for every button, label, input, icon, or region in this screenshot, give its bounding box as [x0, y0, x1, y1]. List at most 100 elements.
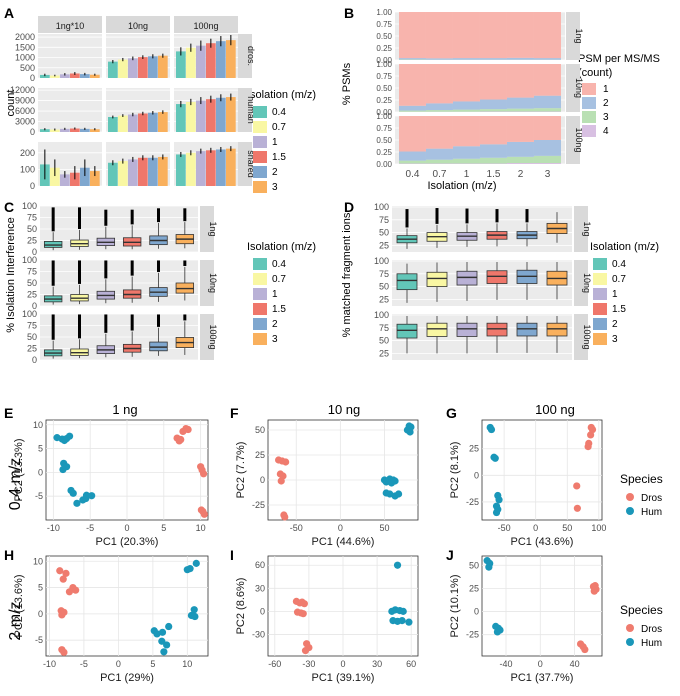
a-bar-1-2-3 — [206, 99, 216, 132]
panel-letter-f: F — [230, 405, 239, 421]
d-box-1-0 — [396, 273, 418, 291]
pca-h-point-dros-1 — [62, 569, 70, 577]
legend-b-swatch-2 — [582, 111, 596, 123]
b-seg-2-4-1 — [507, 141, 534, 157]
c-ytick-1-1: 25 — [27, 290, 37, 300]
pca-j-xtick-2: 40 — [570, 659, 580, 669]
a-bar-1-0-2 — [60, 128, 70, 132]
b-seg-1-2-1 — [453, 101, 480, 110]
legend-a-label-0: 0.4 — [272, 107, 286, 118]
legend-d-swatch-4 — [593, 318, 607, 330]
a-bar-1-2-4 — [216, 97, 226, 132]
pca-h-point-hum-7 — [153, 630, 161, 638]
b-seg-2-3-0 — [480, 116, 507, 145]
c-outliers-0-3 — [130, 209, 134, 225]
legend-d-swatch-0 — [593, 258, 607, 270]
legend-c-swatch-0 — [253, 258, 267, 270]
b-seg-0-3-0 — [480, 12, 507, 59]
a-strip-row-1-label: human — [246, 96, 256, 124]
pca-e-xlabel: PC1 (20.3%) — [96, 536, 159, 548]
pca-e-point-hum-14 — [88, 492, 96, 500]
b-seg-1-0-0 — [399, 64, 426, 106]
a-bar-0-1-0 — [108, 61, 118, 78]
b-seg-2-2-0 — [453, 116, 480, 147]
d-box-1-1 — [426, 271, 448, 287]
d-panel-0 — [392, 206, 572, 252]
pca-i-point-hum-0 — [393, 561, 402, 569]
legend-panel-a: Isolation (m/z) 0.4 0.7 1 1.5 2 3 — [247, 89, 316, 193]
pca-h-point-hum-5 — [191, 612, 199, 621]
a-bar-2-1-1 — [118, 161, 128, 186]
b-xtick-3: 1.5 — [487, 169, 501, 180]
pca-e-point-dros-5 — [177, 435, 185, 444]
d-box-2-2 — [456, 322, 478, 337]
a-bar-2-2-1 — [186, 152, 196, 186]
legend-d-swatch-2 — [593, 288, 607, 300]
a-bar-0-2-0 — [176, 51, 186, 78]
a-bar-0-1-4 — [148, 56, 158, 78]
a-bar-0-2-2 — [196, 45, 206, 78]
c-outliers-1-0 — [51, 260, 55, 286]
legend-b-swatch-1 — [582, 97, 596, 109]
b-seg-2-3-2 — [480, 157, 507, 164]
d-strip-0-bg — [574, 206, 588, 252]
pca-e-point-hum-7 — [59, 465, 67, 474]
legend-a-label-5: 3 — [272, 182, 278, 193]
pca-f-xtick-0: -50 — [290, 523, 303, 533]
species-swatch-hum-bottom — [626, 638, 634, 646]
c-ytick-1-0: 0 — [32, 301, 37, 311]
panel-letter-j: J — [446, 547, 454, 563]
species-swatch-dros-bottom — [626, 624, 634, 632]
c-outliers-1-3 — [130, 260, 134, 276]
c-ytick-2-0: 0 — [32, 355, 37, 365]
a-strip-row-1-bg — [238, 88, 252, 132]
pca-g-xtick-3: 100 — [591, 523, 606, 533]
c-ytick-1-3: 75 — [27, 267, 37, 277]
b-ytick-1-2: 0.50 — [376, 84, 392, 93]
panel-c-ylabel: % Isolation Interference — [5, 217, 17, 333]
c-ytick-2-3: 75 — [27, 321, 37, 331]
pca-h-point-hum-12 — [160, 648, 168, 656]
panel-d-ylabel: % matched fragment ions — [341, 212, 353, 337]
d-strip-2-label: 100ng — [582, 324, 592, 349]
pca-i-ytick-3: 60 — [255, 560, 265, 570]
pca-g-xtick-2: 50 — [562, 523, 572, 533]
b-ytick-1-0: 0.00 — [376, 108, 392, 117]
pca-g-point-dros-4 — [584, 442, 592, 451]
b-seg-1-2-2 — [453, 109, 480, 112]
pca-f-ytick-2: 25 — [255, 450, 265, 460]
a-strip-row-2-bg — [238, 142, 252, 186]
legend-species-top: Species Dros Hum — [620, 472, 663, 518]
a-ytick-1-4: 12000 — [10, 85, 35, 95]
b-strip-1-label: 10ng — [574, 78, 584, 98]
b-ytick-2-1: 0.25 — [376, 148, 392, 157]
legend-c-swatch-1 — [253, 273, 267, 285]
species-legend-title-top: Species — [620, 472, 663, 486]
species-legend-title-bottom: Species — [620, 603, 663, 617]
pca-e-ytick-1: 0 — [38, 467, 43, 477]
c-outliers-2-3 — [130, 314, 134, 331]
c-ytick-2-2: 50 — [27, 332, 37, 342]
b-seg-1-5-2 — [534, 108, 561, 112]
legend-d-label-4: 2 — [612, 319, 618, 330]
legend-c-swatch-5 — [253, 333, 267, 345]
pca-e-point-hum-10 — [73, 499, 81, 507]
pca-j-ytick-2: 25 — [469, 583, 479, 593]
a-bar-0-0-4 — [80, 74, 90, 78]
pca-h-xlabel: PC1 (29%) — [100, 672, 154, 684]
legend-a-label-3: 1.5 — [272, 152, 286, 163]
a-ytick-0-1: 500 — [20, 63, 35, 73]
legend-c-label-5: 3 — [272, 334, 278, 345]
pca-i-ylabel: PC2 (8.6%) — [235, 578, 247, 635]
pca-g-point-hum-5 — [495, 496, 503, 504]
pca-j-frame — [481, 555, 603, 657]
pca-h-frame — [45, 555, 209, 657]
pca-g-point-hum-3 — [491, 454, 499, 462]
pca-f-point-dros-5 — [277, 477, 285, 485]
d-box-2-3 — [486, 322, 508, 337]
pca-f-point-dros-7 — [281, 513, 289, 521]
species-legend-dros-top: Dros — [641, 493, 662, 504]
legend-c-swatch-4 — [253, 318, 267, 330]
pca-i-xlabel: PC1 (39.1%) — [312, 672, 375, 684]
a-bar-1-1-3 — [138, 113, 148, 132]
